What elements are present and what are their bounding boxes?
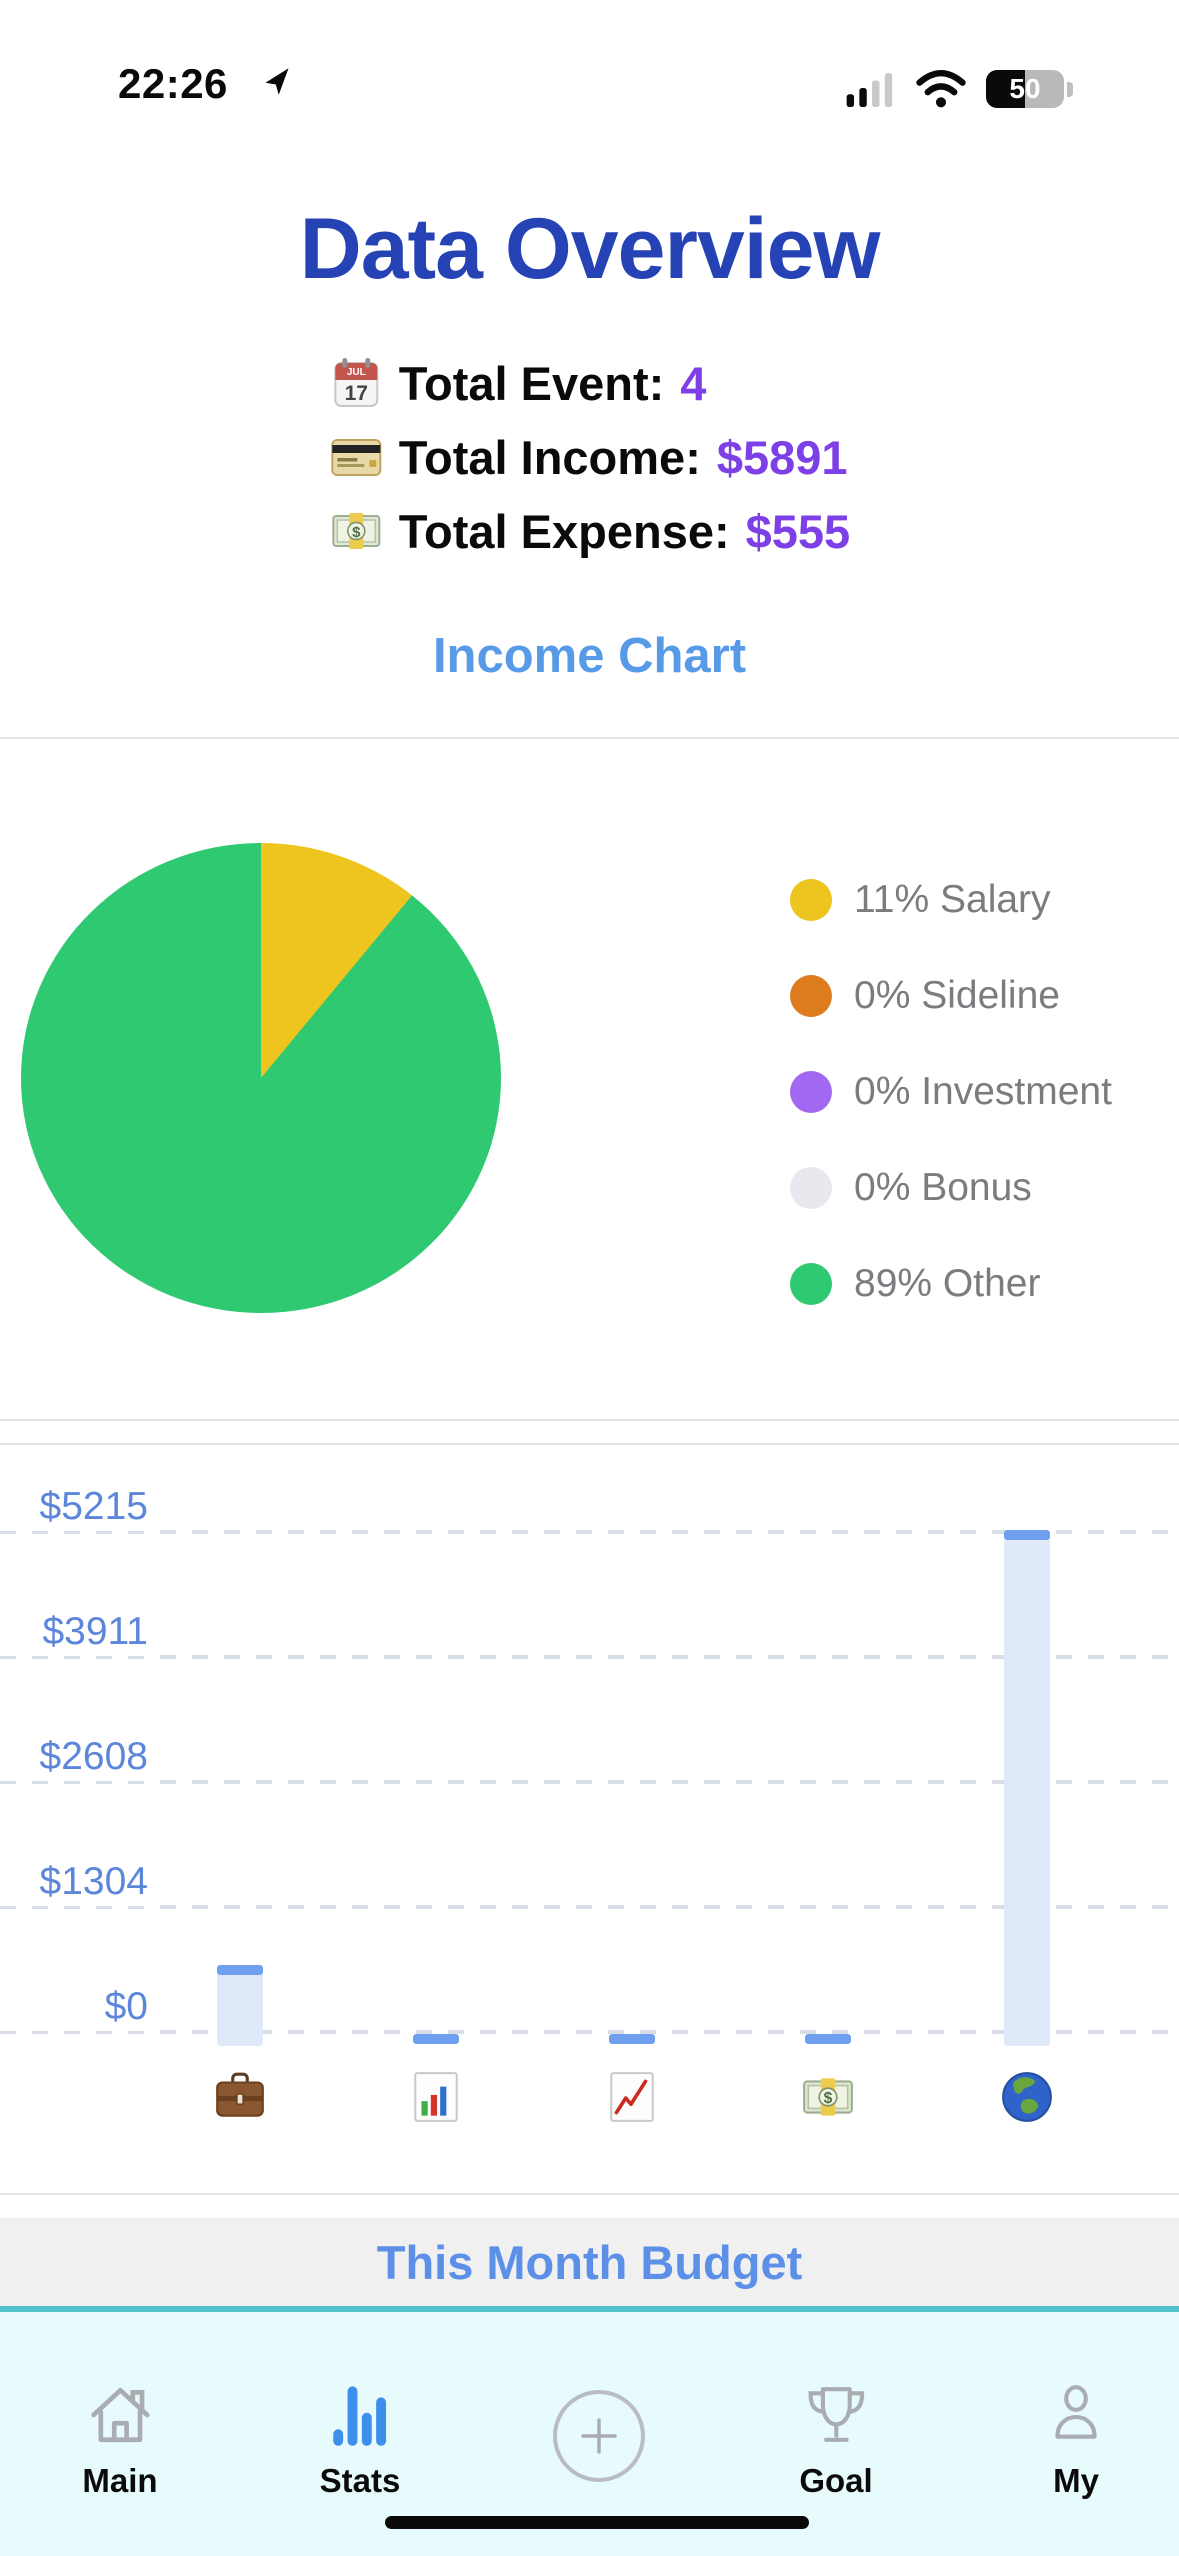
separator [0, 1419, 1179, 1421]
totals-summary: JUL 17 Total Event: 4 Total Income: $589… [329, 356, 850, 558]
gridline [0, 1905, 1179, 1909]
bonus-dot [790, 1167, 832, 1209]
tab-my-label: My [1053, 2462, 1099, 2499]
income-bar-chart: $5215 $3911 $2608 $1304 $0 [0, 1443, 1179, 2193]
total-income-label: Total Income: [398, 430, 701, 484]
salary-dot [790, 879, 832, 921]
legend-row-investment: 0% Investment [790, 1068, 1112, 1116]
banknote-icon: $ [331, 513, 380, 549]
bar-sideline [413, 2034, 459, 2044]
y-tick: $1304 [0, 1858, 152, 1906]
total-event-label: Total Event: [398, 356, 665, 410]
gridline [0, 1655, 1179, 1659]
total-event-value: 4 [680, 356, 707, 410]
bar-bonus [805, 2034, 851, 2044]
tab-main[interactable]: Main [82, 2382, 158, 2500]
briefcase-icon [216, 2072, 264, 2117]
y-tick: $2608 [0, 1733, 152, 1781]
total-expense-row: $ Total Expense: $555 [329, 504, 850, 558]
gridline [0, 1530, 1179, 1534]
tab-my[interactable]: My [1043, 2382, 1109, 2500]
page-title: Data Overview [299, 201, 881, 297]
svg-text:$: $ [824, 2090, 833, 2107]
teal-divider [0, 2306, 1179, 2312]
pie-legend: 11% Salary 0% Sideline 0% Investment 0% … [790, 876, 1112, 1308]
budget-section-header[interactable]: This Month Budget [0, 2218, 1179, 2306]
banknote-icon: $ [803, 2078, 853, 2116]
trophy-icon [808, 2387, 864, 2442]
bar-chart-emoji-icon [414, 2072, 458, 2122]
legend-row-bonus: 0% Bonus [790, 1164, 1112, 1212]
sideline-dot [790, 975, 832, 1017]
separator [0, 1443, 1179, 1445]
chart-increasing-icon [610, 2072, 654, 2122]
y-tick: $3911 [0, 1608, 152, 1656]
tab-bar: Main Stats Goal [0, 2312, 1179, 2556]
stats-bars-icon [333, 2386, 387, 2446]
tab-stats-label: Stats [319, 2462, 401, 2499]
legend-row-salary: 11% Salary [790, 876, 1112, 924]
total-expense-label: Total Expense: [398, 504, 730, 558]
total-income-row: Total Income: $5891 [329, 430, 850, 484]
plus-icon [581, 2418, 617, 2454]
location-arrow-icon [265, 68, 289, 95]
add-button[interactable] [553, 2390, 645, 2482]
y-tick: $0 [0, 1983, 152, 2031]
globe-icon [1002, 2072, 1052, 2122]
battery-icon: 50 [986, 70, 1073, 108]
legend-row-other: 89% Other [790, 1260, 1112, 1308]
investment-dot [790, 1071, 832, 1113]
tab-goal[interactable]: Goal [799, 2382, 873, 2500]
svg-text:$: $ [352, 524, 361, 541]
legend-row-sideline: 0% Sideline [790, 972, 1112, 1020]
status-time: 22:26 [118, 60, 228, 107]
gridline [0, 1780, 1179, 1784]
gridline [0, 2030, 1179, 2034]
tab-goal-label: Goal [799, 2462, 873, 2499]
total-income-value: $5891 [716, 430, 848, 484]
bar-salary [217, 1965, 263, 2046]
tab-main-label: Main [82, 2462, 158, 2499]
income-chart-link[interactable]: Income Chart [432, 629, 747, 683]
person-icon [1055, 2385, 1097, 2439]
y-tick: $5215 [0, 1483, 152, 1531]
wifi-icon [916, 70, 966, 108]
cell-signal-icon [846, 73, 893, 107]
svg-text:JUL: JUL [346, 367, 365, 378]
home-icon [90, 2387, 150, 2443]
calendar-icon: JUL 17 [333, 358, 378, 407]
battery-percent: 50 [1009, 73, 1041, 104]
total-event-row: JUL 17 Total Event: 4 [329, 356, 850, 410]
credit-card-icon [330, 439, 381, 476]
bar-other [1004, 1530, 1050, 2046]
home-indicator[interactable] [385, 2516, 809, 2529]
income-pie-chart [21, 843, 501, 1313]
svg-text:17: 17 [344, 382, 367, 405]
separator [0, 737, 1179, 739]
total-expense-value: $555 [745, 504, 851, 558]
tab-stats[interactable]: Stats [319, 2382, 401, 2500]
status-icons: 50 [846, 70, 1073, 108]
other-dot [790, 1263, 832, 1305]
bar-investment [609, 2034, 655, 2044]
separator [0, 2193, 1179, 2195]
